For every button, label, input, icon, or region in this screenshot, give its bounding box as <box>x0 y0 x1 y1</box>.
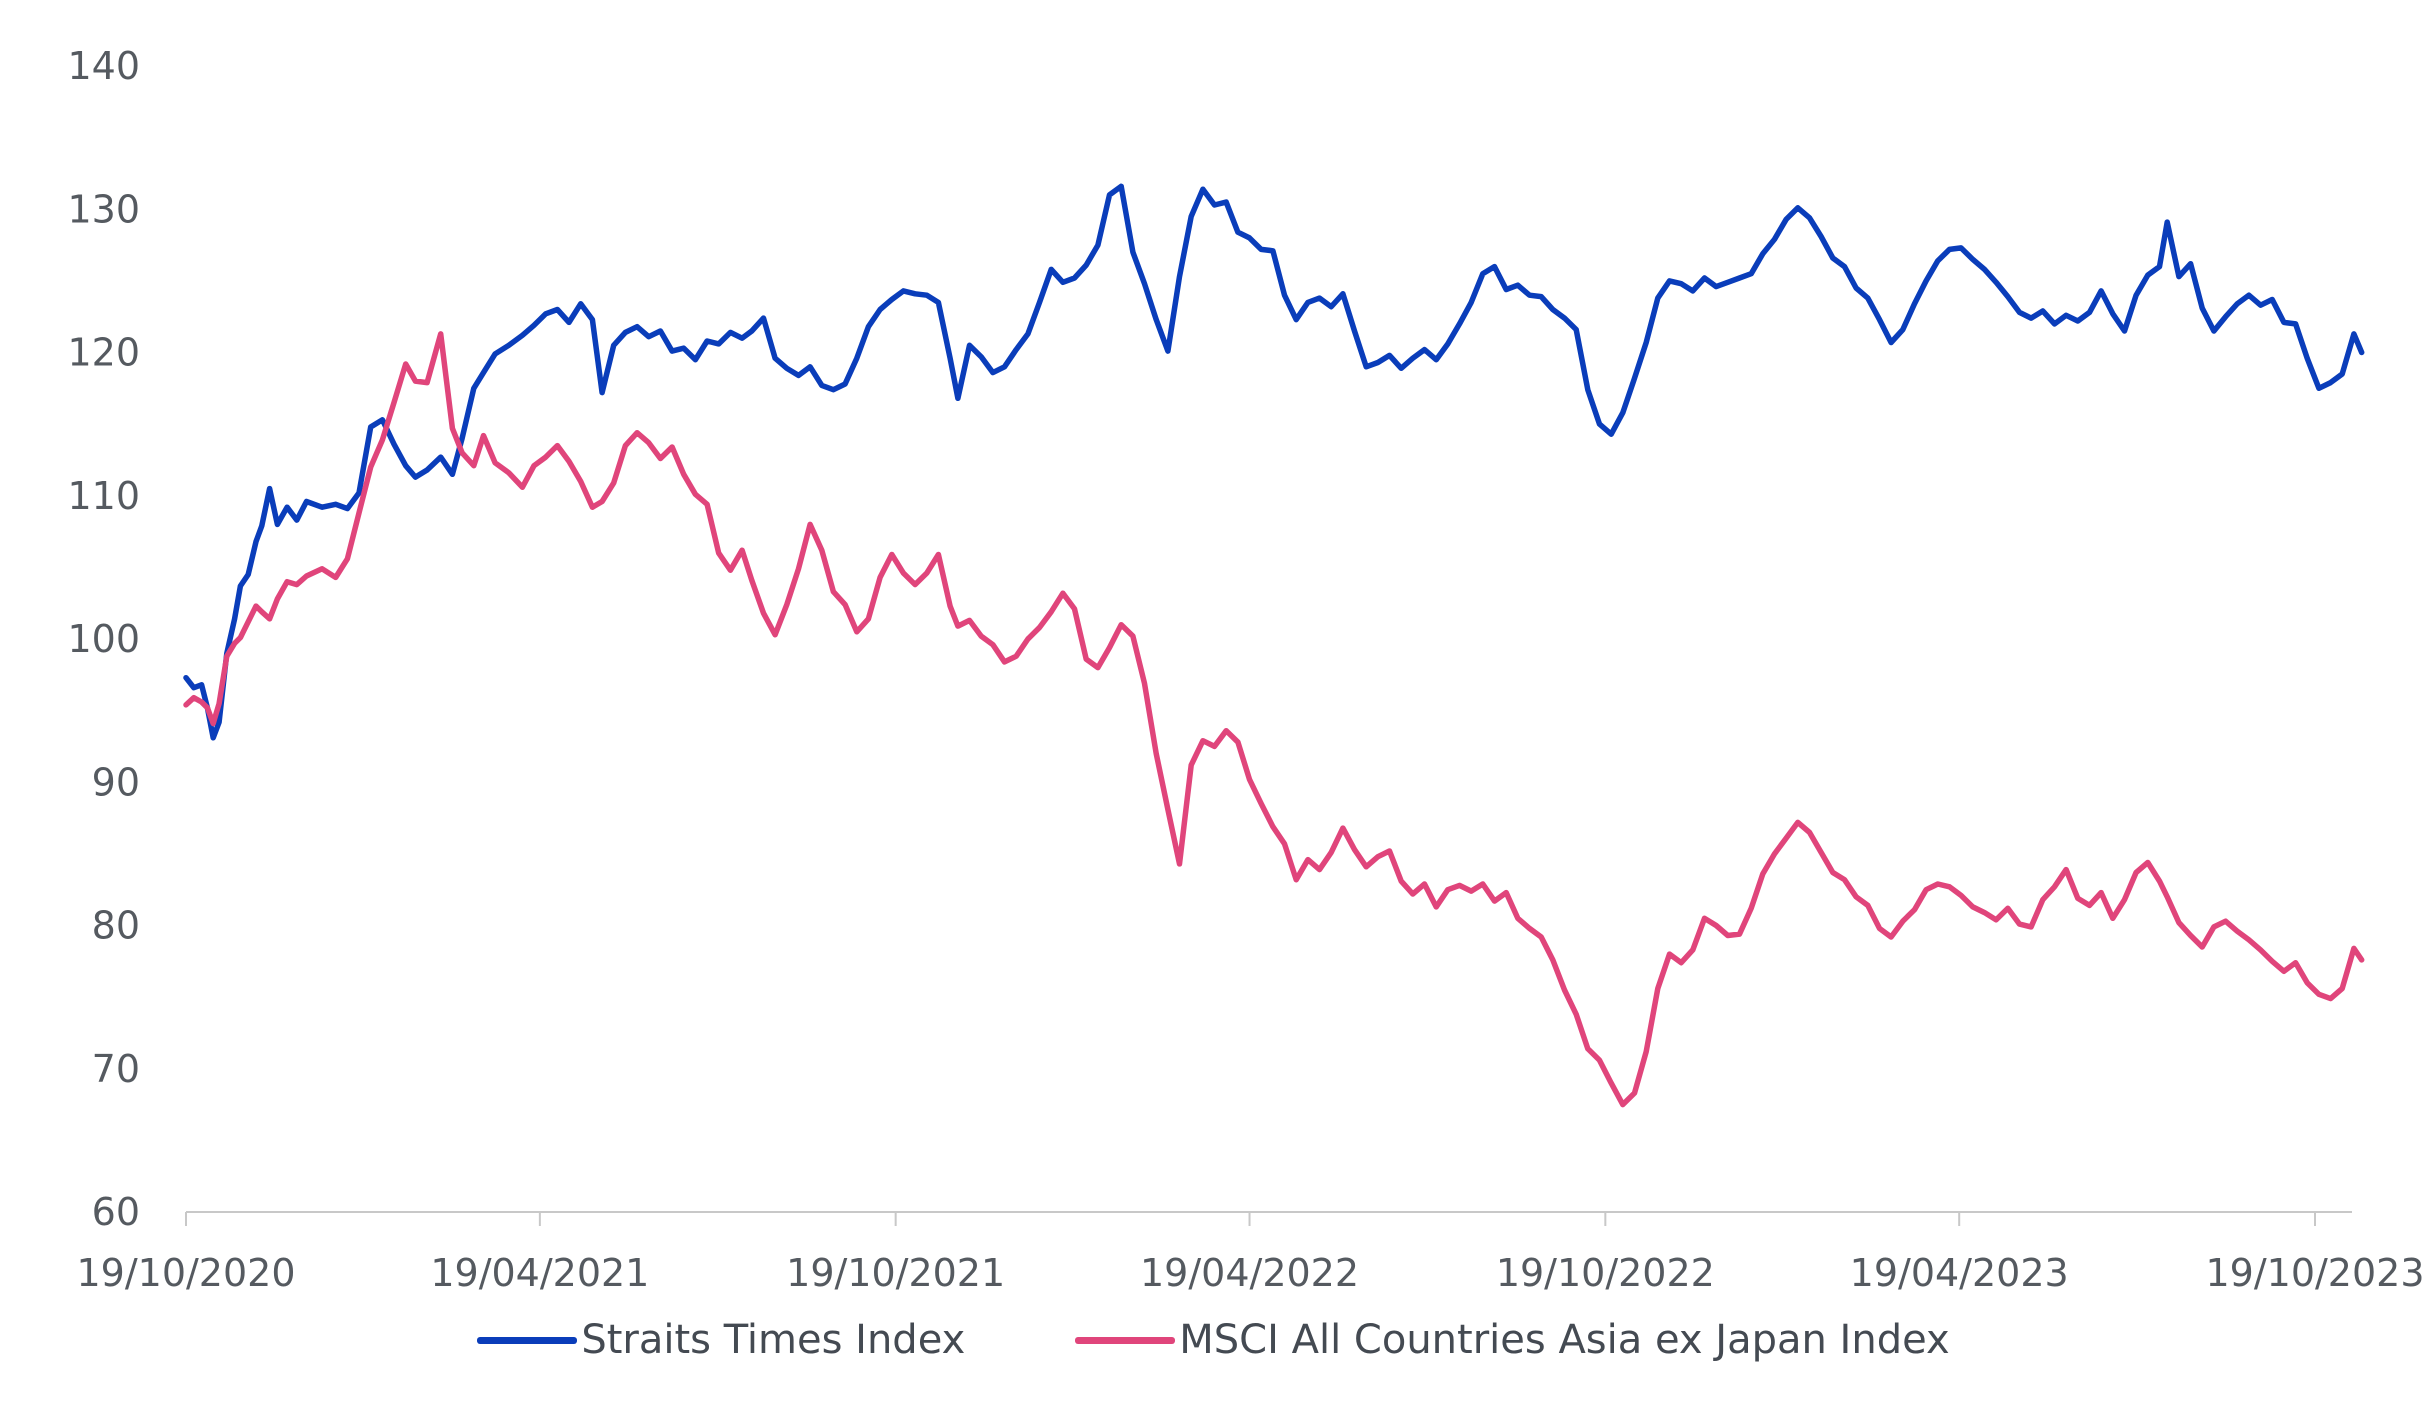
y-tick-label: 70 <box>92 1047 140 1091</box>
x-tick-label: 19/10/2020 <box>76 1251 295 1295</box>
y-tick-label: 60 <box>92 1190 140 1234</box>
y-axis: 60 70 80 90 100 110 120 130 140 <box>67 44 140 1234</box>
x-tick-label: 19/10/2022 <box>1496 1251 1715 1295</box>
x-axis: 19/10/2020 19/04/2021 19/10/2021 19/04/2022… <box>76 1212 2425 1295</box>
y-tick-label: 120 <box>67 331 140 375</box>
y-tick-label: 100 <box>67 617 140 661</box>
x-tick-label: 19/04/2021 <box>430 1251 649 1295</box>
y-tick-label: 80 <box>92 904 140 948</box>
y-tick-label: 90 <box>92 760 140 804</box>
x-tick-label: 19/04/2022 <box>1140 1251 1359 1295</box>
series-line-straits-times <box>183 183 2365 741</box>
y-tick-label: 140 <box>67 44 140 88</box>
chart-legend: Straits Times Index MSCI All Countries A… <box>0 1310 2427 1370</box>
x-tick-label: 19/10/2023 <box>2205 1251 2424 1295</box>
series-line-msci-asia-ex-japan <box>183 331 2365 1108</box>
legend-item-msci-asia-ex-japan: MSCI All Countries Asia ex Japan Index <box>1075 1317 1950 1363</box>
y-tick-label: 110 <box>67 474 140 518</box>
legend-swatch-straits-times <box>477 1336 578 1344</box>
legend-label-msci-asia-ex-japan: MSCI All Countries Asia ex Japan Index <box>1179 1317 1950 1363</box>
series-lines <box>183 183 2365 1108</box>
y-tick-label: 130 <box>67 187 140 231</box>
legend-label-straits-times: Straits Times Index <box>581 1317 966 1363</box>
x-tick-label: 19/04/2023 <box>1850 1251 2069 1295</box>
legend-item-straits-times: Straits Times Index <box>477 1317 965 1363</box>
legend-swatch-msci-asia-ex-japan <box>1075 1336 1176 1344</box>
x-tick-label: 19/10/2021 <box>786 1251 1005 1295</box>
